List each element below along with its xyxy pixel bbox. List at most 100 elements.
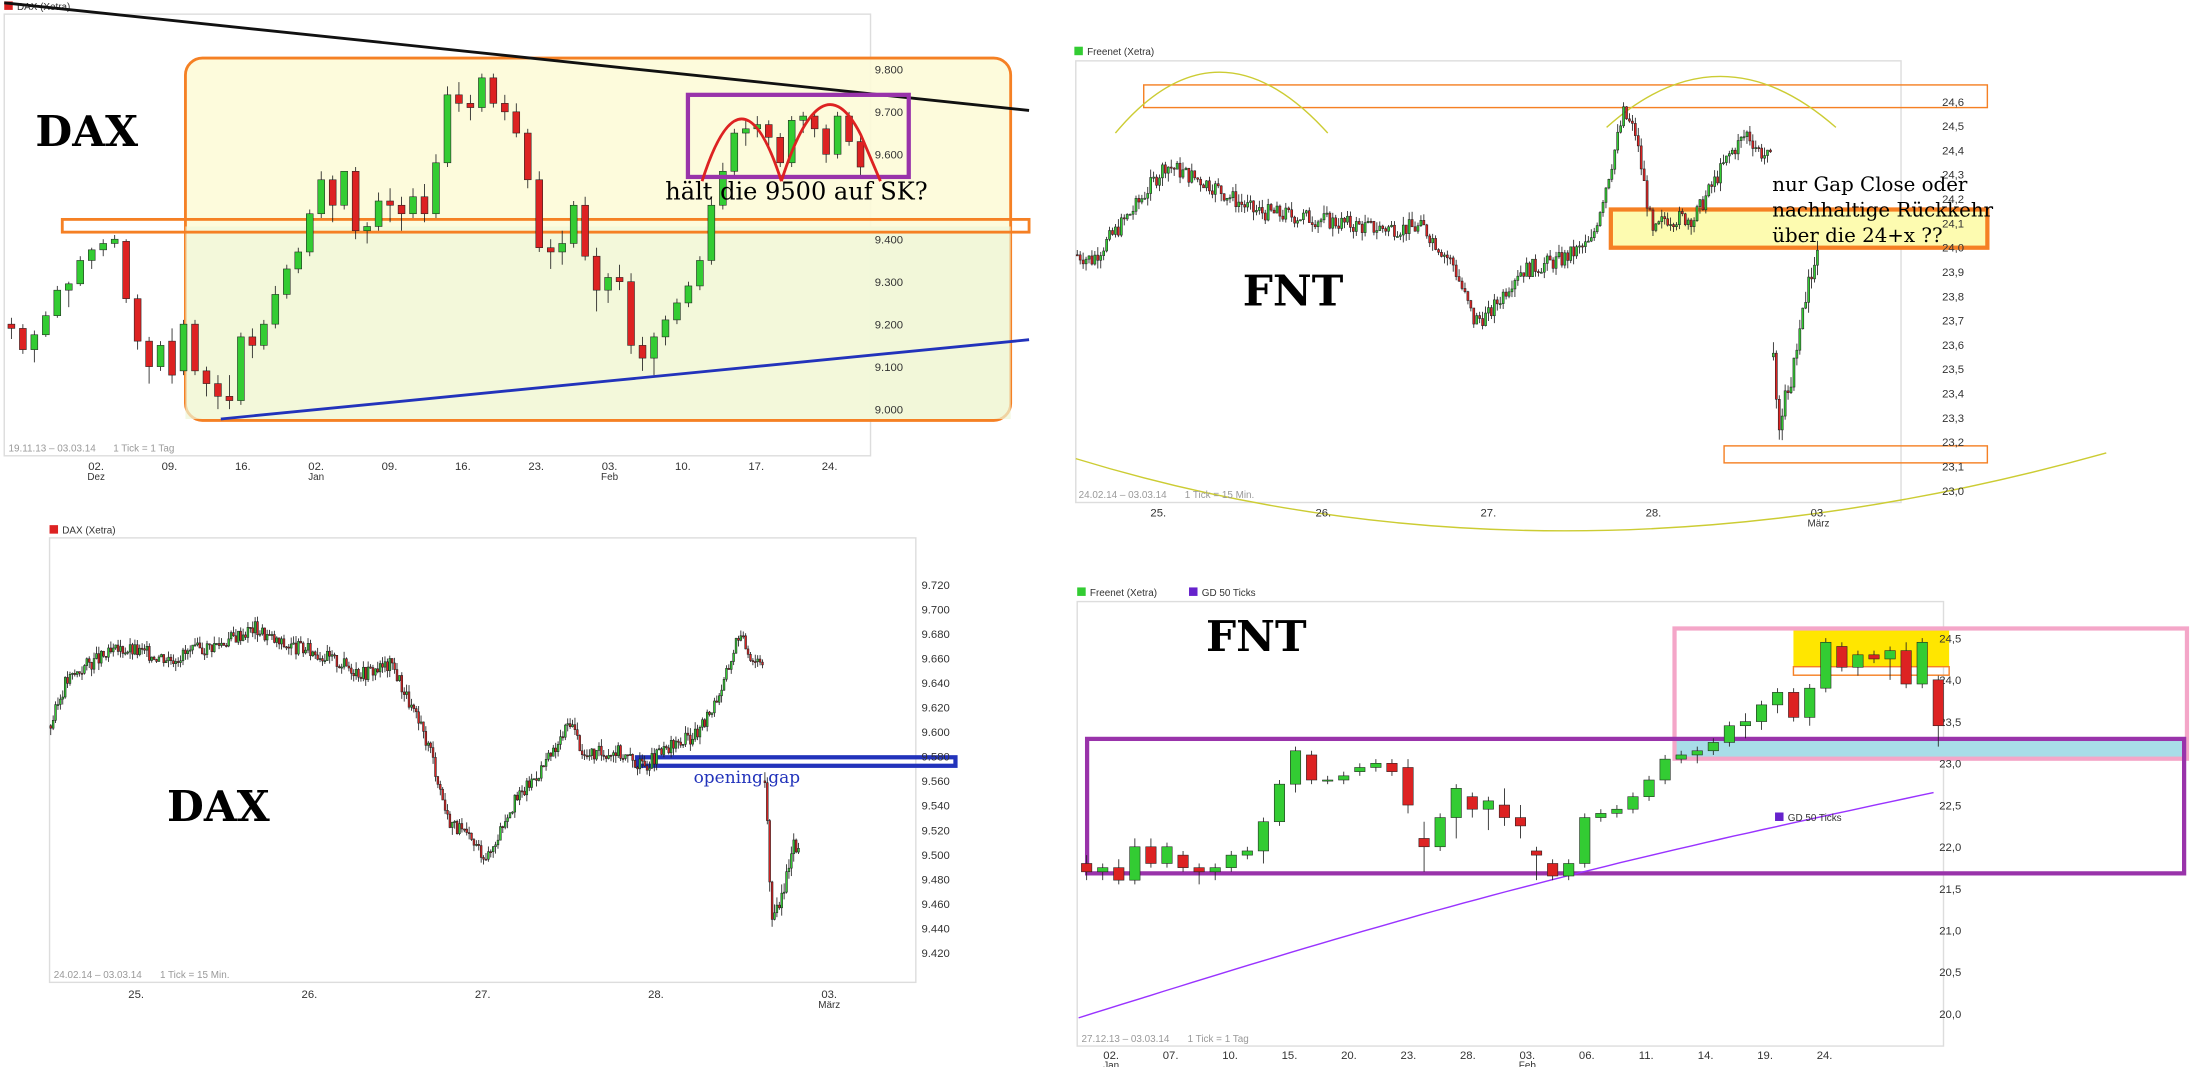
candle [434,752,437,782]
candle [181,647,185,666]
legend-swatch [1077,587,1086,596]
candle [1795,343,1799,366]
candle [487,846,490,862]
candle [1290,202,1293,222]
candle [1745,130,1749,144]
candle [164,657,168,664]
candle [528,776,531,792]
candle [1208,176,1211,195]
candle [768,819,771,892]
candle [260,319,268,350]
candle [271,285,280,329]
candle [585,749,589,760]
date-range: 27.12.13 – 03.03.14 [1081,1034,1169,1045]
lower-trendline [220,338,1030,421]
candle [71,672,74,680]
x-tick-label: 27. [1481,508,1497,520]
candle [1783,384,1787,420]
candle [1672,222,1675,232]
candle [544,752,548,771]
candle [725,665,728,682]
arc-bottom [1075,452,2107,532]
candle [328,175,337,223]
candle [1578,241,1581,254]
candle [1460,277,1464,291]
candle [76,671,79,678]
candle [1413,221,1417,232]
candle [1386,759,1398,776]
candle [1087,255,1091,264]
y-tick-label: 9.640 [921,678,949,690]
candle [1399,232,1402,241]
y-tick-label: 9.660 [921,653,949,665]
candle [1916,638,1928,689]
candle [547,749,550,762]
candle [378,660,382,678]
candle [627,273,635,354]
candle [1642,160,1646,181]
candle [1360,220,1364,241]
candle [7,317,16,340]
candle [1739,713,1751,739]
candle [516,791,519,801]
candle [1581,243,1584,254]
candle [478,73,486,112]
candle [65,281,73,308]
y-tick-label: 23,7 [1942,316,1964,328]
candle [1531,846,1543,881]
candle [1097,863,1109,881]
candle [1836,642,1848,672]
candle [1352,224,1355,239]
candle [710,712,714,718]
candle [1387,224,1390,237]
y-tick-label: 23,2 [1942,437,1964,449]
candle [713,697,716,717]
x-tick-label: 03. [821,989,837,1001]
candle [615,264,624,291]
candle [198,636,202,649]
candle [1346,211,1349,225]
fnt-15min-chart: Freenet (Xetra) 24,6 24,5 24,4 24,3 24,2 24,1… [1074,46,2107,532]
candle [776,133,784,168]
x-tick-label: 27. [475,989,491,1001]
candle [568,718,572,729]
candle [133,639,137,656]
candle [1175,160,1179,170]
candle [330,650,334,662]
candle [466,94,475,121]
candle [1260,199,1264,220]
candle [232,626,235,637]
candle [1820,638,1832,693]
candle [624,754,627,761]
candle [237,630,240,645]
candle [693,722,697,742]
candle [321,655,324,666]
candle [174,658,177,672]
candle [1607,178,1611,190]
candle [720,684,723,703]
candle [1487,300,1490,321]
candle [409,188,417,218]
candle [794,838,798,854]
candle [398,675,401,682]
candle [1519,265,1523,277]
x-tick-label: 07. [1163,1050,1179,1062]
candle [1287,206,1291,213]
candle [749,652,752,662]
candle [1431,233,1434,251]
candle [1675,750,1687,764]
candle [530,773,533,791]
candle [643,755,646,767]
candle [1542,257,1546,279]
x-tick-label: 20. [1341,1050,1357,1062]
y-tick-label: 9.600 [875,150,903,162]
candle [460,818,464,833]
candle [673,298,681,325]
candle [1760,143,1763,162]
candle [1119,213,1123,238]
y-axis: 9.720 9.700 9.680 9.660 9.640 9.620 9.600 9.580… [921,580,949,960]
candle [1263,209,1267,225]
candle [1216,178,1220,189]
y-tick-label: 24,4 [1942,145,1964,157]
candle [316,647,319,661]
